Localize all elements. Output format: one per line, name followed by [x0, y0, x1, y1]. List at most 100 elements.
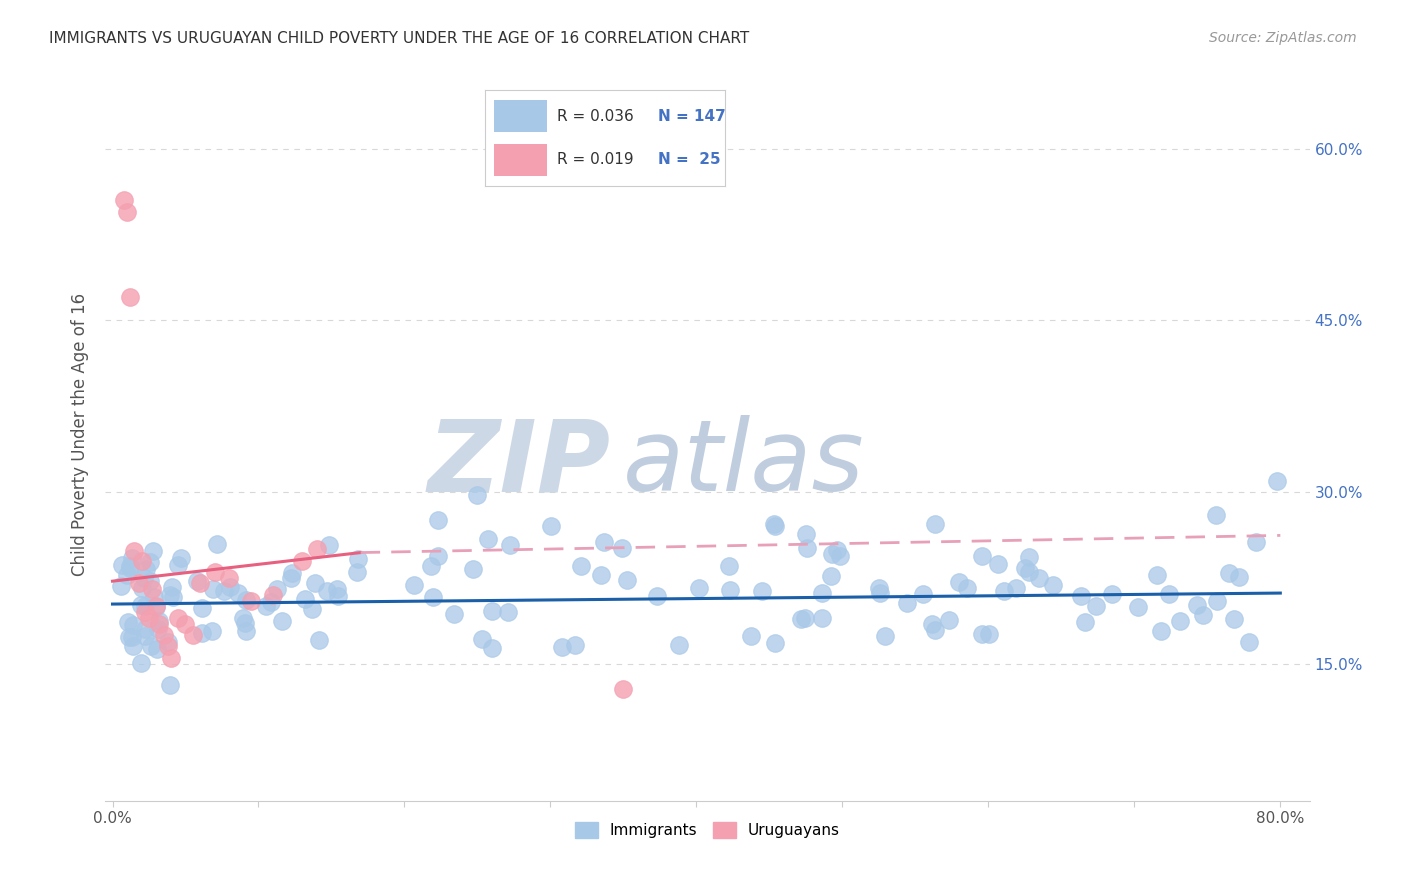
- Point: [280, 571, 302, 585]
- Point: [1005, 581, 1028, 595]
- Point: [1218, 566, 1240, 580]
- Point: [477, 532, 499, 546]
- Point: [266, 582, 288, 597]
- Point: [121, 631, 143, 645]
- Point: [186, 574, 208, 588]
- Point: [948, 574, 970, 589]
- Point: [740, 628, 762, 642]
- Point: [402, 578, 425, 592]
- Point: [145, 599, 167, 614]
- Point: [830, 549, 852, 564]
- Point: [138, 555, 160, 569]
- Point: [138, 611, 160, 625]
- Point: [1126, 599, 1149, 614]
- Point: [987, 558, 1010, 572]
- Point: [496, 605, 519, 619]
- Text: atlas: atlas: [623, 416, 865, 513]
- Point: [592, 534, 614, 549]
- Point: [811, 611, 834, 625]
- Point: [1042, 577, 1064, 591]
- Point: [160, 580, 183, 594]
- Y-axis label: Child Poverty Under the Age of 16: Child Poverty Under the Age of 16: [72, 293, 89, 576]
- Point: [112, 193, 135, 207]
- Point: [1146, 567, 1168, 582]
- Point: [420, 559, 443, 574]
- Point: [1168, 615, 1191, 629]
- Point: [262, 588, 284, 602]
- Point: [868, 581, 890, 595]
- Point: [212, 584, 235, 599]
- Point: [668, 638, 690, 652]
- Point: [346, 565, 368, 579]
- Point: [122, 618, 145, 632]
- Point: [160, 650, 183, 665]
- Point: [924, 623, 946, 637]
- Point: [159, 588, 181, 602]
- Text: IMMIGRANTS VS URUGUAYAN CHILD POVERTY UNDER THE AGE OF 16 CORRELATION CHART: IMMIGRANTS VS URUGUAYAN CHILD POVERTY UN…: [49, 31, 749, 46]
- Point: [152, 628, 174, 642]
- Point: [281, 566, 304, 581]
- Point: [201, 624, 224, 639]
- Point: [304, 575, 326, 590]
- Point: [305, 542, 328, 557]
- Point: [481, 604, 503, 618]
- Point: [308, 633, 330, 648]
- Point: [1101, 586, 1123, 600]
- Point: [610, 541, 633, 555]
- Point: [148, 623, 170, 637]
- Point: [1084, 599, 1107, 613]
- Point: [796, 541, 818, 555]
- Point: [938, 613, 960, 627]
- Point: [235, 592, 257, 607]
- Point: [188, 576, 211, 591]
- Point: [790, 612, 813, 626]
- Text: ZIP: ZIP: [427, 416, 612, 513]
- Point: [146, 641, 169, 656]
- Point: [821, 547, 844, 561]
- Point: [174, 616, 197, 631]
- Point: [467, 488, 489, 502]
- Point: [190, 600, 212, 615]
- Point: [827, 542, 849, 557]
- Point: [1191, 608, 1213, 623]
- Point: [111, 558, 134, 572]
- Point: [134, 629, 156, 643]
- Point: [132, 571, 155, 585]
- Point: [207, 537, 229, 551]
- Point: [134, 599, 156, 614]
- Point: [1028, 571, 1050, 585]
- Point: [294, 591, 316, 606]
- Point: [896, 596, 918, 610]
- Point: [156, 635, 179, 649]
- Point: [912, 587, 935, 601]
- Point: [143, 591, 166, 605]
- Point: [135, 562, 157, 576]
- Point: [142, 544, 165, 558]
- Point: [167, 558, 190, 572]
- Point: [921, 616, 943, 631]
- Point: [121, 639, 143, 653]
- Point: [1074, 615, 1097, 630]
- Point: [316, 584, 339, 599]
- Point: [162, 590, 184, 604]
- Point: [190, 626, 212, 640]
- Point: [124, 544, 146, 558]
- Point: [134, 605, 156, 619]
- Point: [145, 599, 167, 614]
- Point: [115, 204, 138, 219]
- Point: [318, 537, 340, 551]
- Point: [763, 518, 786, 533]
- Point: [141, 582, 163, 597]
- Point: [233, 615, 256, 630]
- Point: [471, 632, 494, 646]
- Point: [869, 585, 891, 599]
- Point: [291, 553, 314, 567]
- Point: [118, 561, 141, 575]
- Point: [170, 550, 193, 565]
- Point: [181, 628, 204, 642]
- Point: [1227, 570, 1250, 584]
- Legend: Immigrants, Uruguayans: Immigrants, Uruguayans: [568, 816, 846, 845]
- Point: [326, 582, 349, 596]
- Point: [688, 582, 710, 596]
- Point: [796, 526, 818, 541]
